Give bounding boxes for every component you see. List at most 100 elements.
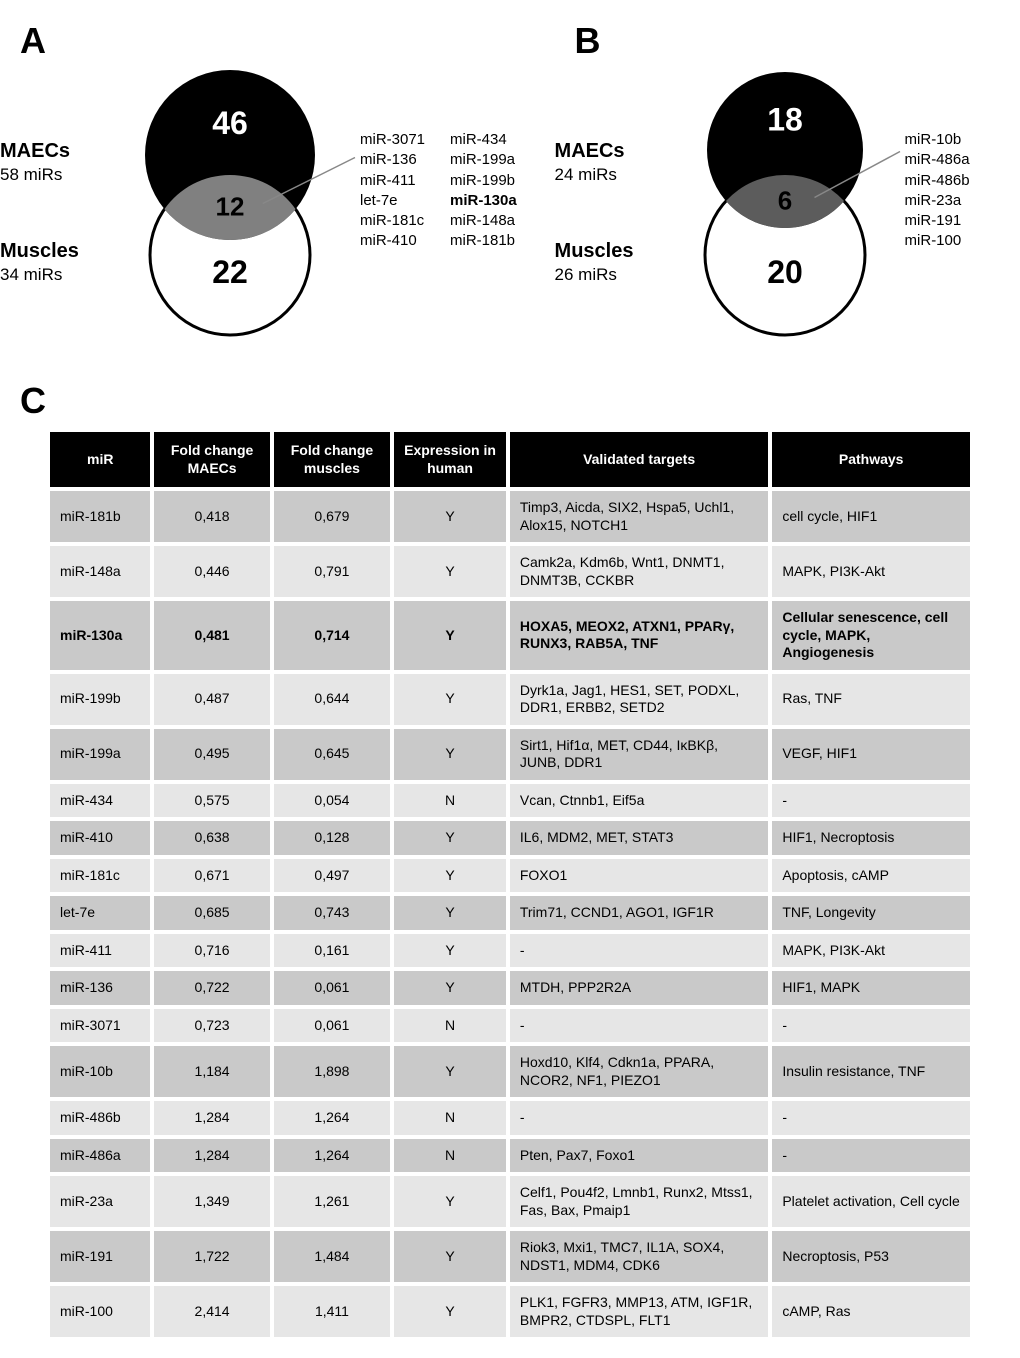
table-cell: Y: [392, 544, 508, 599]
table-cell: 1,411: [272, 1284, 392, 1337]
table-header: miR: [50, 432, 152, 489]
table-cell: Apoptosis, cAMP: [770, 857, 970, 895]
panel-c: C miRFold change MAECsFold change muscle…: [20, 380, 1000, 1337]
table-row: miR-30710,7230,061N--: [50, 1007, 970, 1045]
table-cell: Pten, Pax7, Foxo1: [508, 1137, 770, 1175]
table-cell: 0,723: [152, 1007, 271, 1045]
muscles-count: 34 miRs: [0, 265, 130, 285]
table-cell: let-7e: [50, 894, 152, 932]
table-cell: Vcan, Ctnnb1, Eif5a: [508, 782, 770, 820]
table-cell: 2,414: [152, 1284, 271, 1337]
table-cell: 1,284: [152, 1137, 271, 1175]
table-row: miR-1360,7220,061YMTDH, PPP2R2AHIF1, MAP…: [50, 969, 970, 1007]
table-cell: 0,679: [272, 489, 392, 544]
mir-item: miR-136: [360, 150, 425, 170]
table-cell: Trim71, CCND1, AGO1, IGF1R: [508, 894, 770, 932]
table-cell: 0,743: [272, 894, 392, 932]
table-row: let-7e0,6850,743YTrim71, CCND1, AGO1, IG…: [50, 894, 970, 932]
table-row: miR-181b0,4180,679YTimp3, Aicda, SIX2, H…: [50, 489, 970, 544]
venn-b: MAECs 24 miRs Muscles 26 miRs 18 6 20 mi…: [575, 70, 1000, 350]
table-cell: FOXO1: [508, 857, 770, 895]
venn-a-svg: 46 12 22: [130, 70, 390, 350]
mir-item: miR-410: [360, 231, 425, 251]
mir-item: miR-100: [905, 231, 970, 251]
table-cell: Y: [392, 489, 508, 544]
table-cell: miR-181c: [50, 857, 152, 895]
table-cell: Riok3, Mxi1, TMC7, IL1A, SOX4, NDST1, MD…: [508, 1229, 770, 1284]
table-row: miR-23a1,3491,261YCelf1, Pou4f2, Lmnb1, …: [50, 1174, 970, 1229]
table-cell: 0,061: [272, 1007, 392, 1045]
table-row: miR-10b1,1841,898YHoxd10, Klf4, Cdkn1a, …: [50, 1044, 970, 1099]
table-cell: 0,671: [152, 857, 271, 895]
table-cell: Y: [392, 599, 508, 672]
table-cell: 1,349: [152, 1174, 271, 1229]
table-row: miR-4110,7160,161Y-MAPK, PI3K-Akt: [50, 932, 970, 970]
table-row: miR-4340,5750,054NVcan, Ctnnb1, Eif5a-: [50, 782, 970, 820]
table-cell: Ras, TNF: [770, 672, 970, 727]
table-cell: Y: [392, 969, 508, 1007]
table-cell: -: [508, 1099, 770, 1137]
table-cell: 0,645: [272, 727, 392, 782]
table-cell: -: [770, 1099, 970, 1137]
table-cell: MAPK, PI3K-Akt: [770, 932, 970, 970]
table-header: Fold change MAECs: [152, 432, 271, 489]
table-cell: Y: [392, 1229, 508, 1284]
table-cell: N: [392, 1137, 508, 1175]
muscles-title: Muscles: [0, 240, 130, 263]
table-row: miR-130a0,4810,714YHOXA5, MEOX2, ATXN1, …: [50, 599, 970, 672]
venn-a-mid-n: 12: [216, 192, 245, 222]
mir-item: miR-3071: [360, 130, 425, 150]
panel-a-label: A: [20, 20, 535, 62]
mir-item: miR-10b: [905, 130, 970, 150]
table-header: Fold change muscles: [272, 432, 392, 489]
table-cell: 0,418: [152, 489, 271, 544]
table-cell: miR-486a: [50, 1137, 152, 1175]
table-cell: miR-10b: [50, 1044, 152, 1099]
table-row: miR-486a1,2841,264NPten, Pax7, Foxo1-: [50, 1137, 970, 1175]
table-cell: Y: [392, 1044, 508, 1099]
table-cell: Cellular senescence, cell cycle, MAPK, A…: [770, 599, 970, 672]
table-cell: Camk2a, Kdm6b, Wnt1, DNMT1, DNMT3B, CCKB…: [508, 544, 770, 599]
table-cell: HOXA5, MEOX2, ATXN1, PPARγ, RUNX3, RAB5A…: [508, 599, 770, 672]
table-cell: miR-148a: [50, 544, 152, 599]
table-cell: TNF, Longevity: [770, 894, 970, 932]
table-cell: PLK1, FGFR3, MMP13, ATM, IGF1R, BMPR2, C…: [508, 1284, 770, 1337]
table-cell: miR-181b: [50, 489, 152, 544]
mir-item: miR-199a: [450, 150, 517, 170]
table-cell: -: [508, 932, 770, 970]
venn-b-muscles-label: Muscles 26 miRs: [555, 240, 685, 285]
table-cell: -: [770, 1007, 970, 1045]
table-cell: 0,722: [152, 969, 271, 1007]
table-row: miR-148a0,4460,791YCamk2a, Kdm6b, Wnt1, …: [50, 544, 970, 599]
table-cell: 0,791: [272, 544, 392, 599]
mir-list-b: miR-10bmiR-486amiR-486bmiR-23amiR-191miR…: [905, 130, 970, 252]
mir-item: miR-181b: [450, 231, 517, 251]
table-cell: Insulin resistance, TNF: [770, 1044, 970, 1099]
table-cell: miR-434: [50, 782, 152, 820]
table-cell: 0,487: [152, 672, 271, 727]
table-cell: miR-23a: [50, 1174, 152, 1229]
table-cell: VEGF, HIF1: [770, 727, 970, 782]
table-cell: 0,638: [152, 819, 271, 857]
venn-b-top-n: 18: [767, 102, 803, 138]
table-cell: Y: [392, 894, 508, 932]
table-cell: 1,184: [152, 1044, 271, 1099]
table-cell: -: [508, 1007, 770, 1045]
table-cell: Y: [392, 857, 508, 895]
venn-a-maecs-label: MAECs 58 miRs: [0, 140, 130, 185]
table-cell: miR-410: [50, 819, 152, 857]
table-cell: HIF1, MAPK: [770, 969, 970, 1007]
table-cell: Timp3, Aicda, SIX2, Hspa5, Uchl1, Alox15…: [508, 489, 770, 544]
table-cell: 0,161: [272, 932, 392, 970]
table-cell: Y: [392, 932, 508, 970]
mir-item: miR-486b: [905, 171, 970, 191]
mir-item: miR-434: [450, 130, 517, 150]
mir-item: miR-23a: [905, 191, 970, 211]
table-cell: miR-411: [50, 932, 152, 970]
table-cell: 0,446: [152, 544, 271, 599]
table-cell: Y: [392, 727, 508, 782]
table-row: miR-199b0,4870,644YDyrk1a, Jag1, HES1, S…: [50, 672, 970, 727]
table-header: Pathways: [770, 432, 970, 489]
table-cell: miR-3071: [50, 1007, 152, 1045]
table-cell: 0,716: [152, 932, 271, 970]
